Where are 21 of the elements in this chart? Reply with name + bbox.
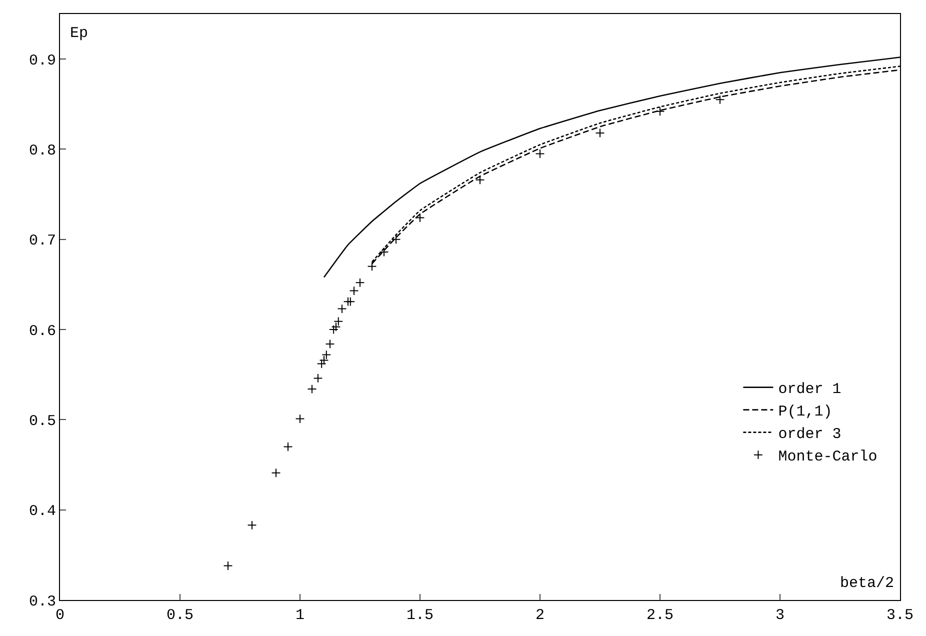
x-tick-label: 0.5 <box>166 607 194 624</box>
y-tick-label: 0.4 <box>28 503 56 520</box>
x-tick-label: 3 <box>775 607 785 624</box>
legend-label: P(1,1) <box>778 404 832 421</box>
y-tick-label: 0.9 <box>28 52 56 70</box>
x-tick-label: 1 <box>295 607 305 624</box>
legend-label: order 3 <box>778 426 842 444</box>
legend-label: order 1 <box>778 381 842 398</box>
y-tick-label: 0.5 <box>28 412 56 430</box>
x-tick-label: 2 <box>535 607 545 624</box>
y-tick-label: 0.8 <box>28 142 56 160</box>
x-tick-label: 2.5 <box>646 607 674 624</box>
x-tick-label: 0 <box>55 607 65 624</box>
x-tick-label: 1.5 <box>406 607 434 624</box>
y-tick-label: 0.7 <box>28 232 56 250</box>
x-tick-label: 3.5 <box>886 607 914 624</box>
y-tick-label: 0.3 <box>28 593 56 610</box>
y-axis-title: Ep <box>70 25 88 42</box>
y-tick-label: 0.6 <box>28 322 56 340</box>
x-axis-title: beta/2 <box>840 575 894 592</box>
legend-label: Monte-Carlo <box>778 448 878 466</box>
